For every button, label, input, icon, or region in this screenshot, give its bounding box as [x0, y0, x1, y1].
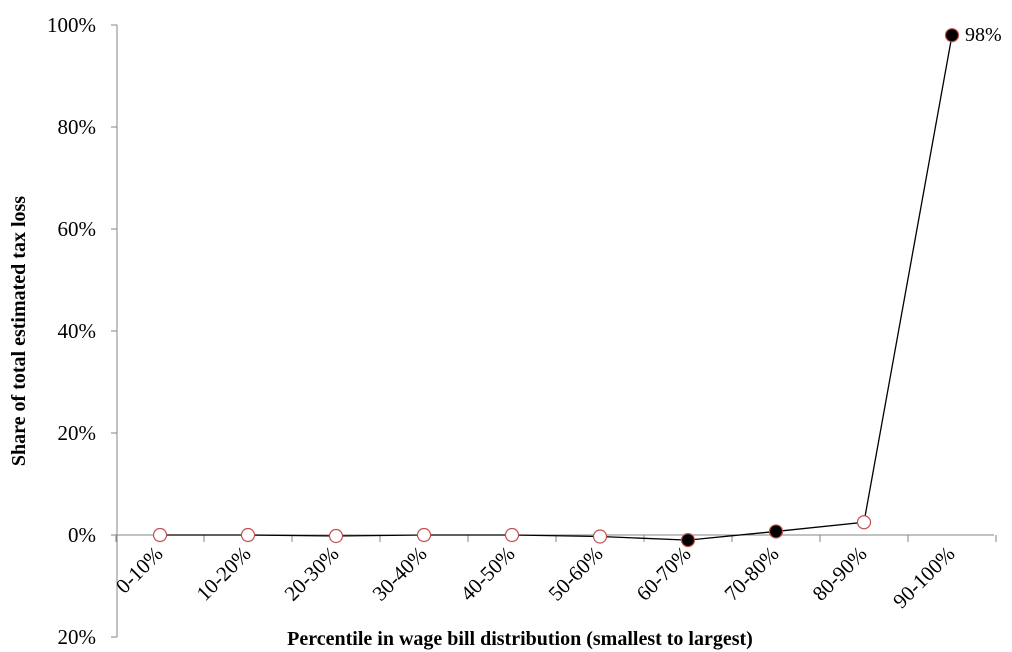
x-axis-title: Percentile in wage bill distribution (sm…: [287, 628, 753, 650]
data-point: [856, 515, 872, 530]
data-labels: 98%: [965, 24, 1002, 46]
tick-labels: 20% 0% 20% 40% 60% 80% 100% 0-10% 10-20% 20-30% 30…: [47, 13, 960, 649]
y-tick-label: 40%: [58, 319, 97, 343]
x-tick-label: 40-50%: [456, 542, 520, 606]
x-tick-label: 70-80%: [720, 542, 784, 606]
data-point: [768, 524, 784, 539]
y-tick-label: 0%: [68, 523, 96, 547]
y-axis-title: Share of total estimated tax loss: [8, 196, 30, 466]
x-tick-label: 80-90%: [808, 542, 872, 606]
x-tick-label: 50-60%: [544, 542, 608, 606]
x-tick-label: 90-100%: [888, 542, 959, 613]
data-point: [416, 527, 432, 543]
data-point: [944, 28, 960, 43]
data-point: [152, 527, 168, 543]
data-label: 98%: [965, 24, 1002, 46]
axes: [111, 24, 997, 638]
y-tick-label: 100%: [47, 13, 96, 37]
x-tick-label: 10-20%: [192, 542, 256, 606]
data-point: [680, 532, 696, 548]
y-tick-label: 60%: [58, 217, 97, 241]
data-point: [240, 527, 256, 543]
series-line: [160, 35, 953, 541]
data-point: [328, 528, 344, 544]
x-tick-label: 20-30%: [280, 542, 344, 606]
x-tick-label: 60-70%: [632, 542, 696, 606]
y-tick-label: 20%: [58, 421, 97, 445]
data-point: [592, 529, 608, 544]
y-tick-label: 80%: [58, 115, 97, 139]
x-tick-label: 0-10%: [111, 542, 168, 599]
y-tick-label: 20%: [58, 625, 97, 649]
series: [152, 28, 960, 548]
x-tick-label: 30-40%: [368, 542, 432, 606]
data-point: [504, 527, 520, 543]
